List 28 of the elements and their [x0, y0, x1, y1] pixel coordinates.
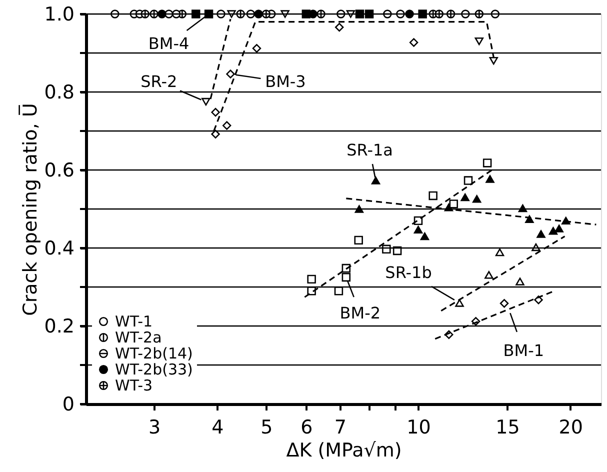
- legend-label: WT-2b(14): [115, 344, 193, 362]
- x-tick-label: 3: [148, 416, 161, 438]
- x-tick-label: 10: [406, 416, 431, 438]
- x-tick-label: 7: [334, 416, 347, 438]
- y-tick-label: 0.6: [44, 160, 74, 182]
- y-tick-label: 0.4: [44, 238, 74, 260]
- annotation: SR-1b: [385, 262, 432, 282]
- x-tick-label: 15: [496, 416, 520, 438]
- x-tick-label: 5: [260, 416, 273, 438]
- legend-label: WT-2b(33): [115, 360, 193, 378]
- y-tick-label: 1.0: [44, 4, 74, 26]
- x-tick-label: 20: [558, 416, 583, 438]
- annotation: SR-1a: [346, 140, 393, 160]
- annotation: SR-2: [140, 72, 178, 91]
- annotation: BM-2: [340, 303, 381, 322]
- legend-label: WT-1: [115, 312, 153, 330]
- y-tick-label: 0: [62, 394, 74, 416]
- x-axis-title: ΔK (MPa√m): [286, 440, 402, 462]
- annotation: BM-4: [148, 34, 190, 53]
- legend-label: WT-2a: [115, 328, 162, 346]
- x-tick-label: 4: [212, 416, 224, 438]
- annotation: BM-1: [503, 340, 544, 360]
- x-tick-label: 6: [300, 416, 313, 438]
- y-tick-label: 0.2: [44, 316, 74, 338]
- y-axis-title: Crack opening ratio, U̅: [18, 103, 42, 316]
- y-tick-label: 0.8: [44, 82, 74, 104]
- annotation: BM-3: [265, 72, 306, 92]
- legend-label: WT-3: [115, 376, 153, 394]
